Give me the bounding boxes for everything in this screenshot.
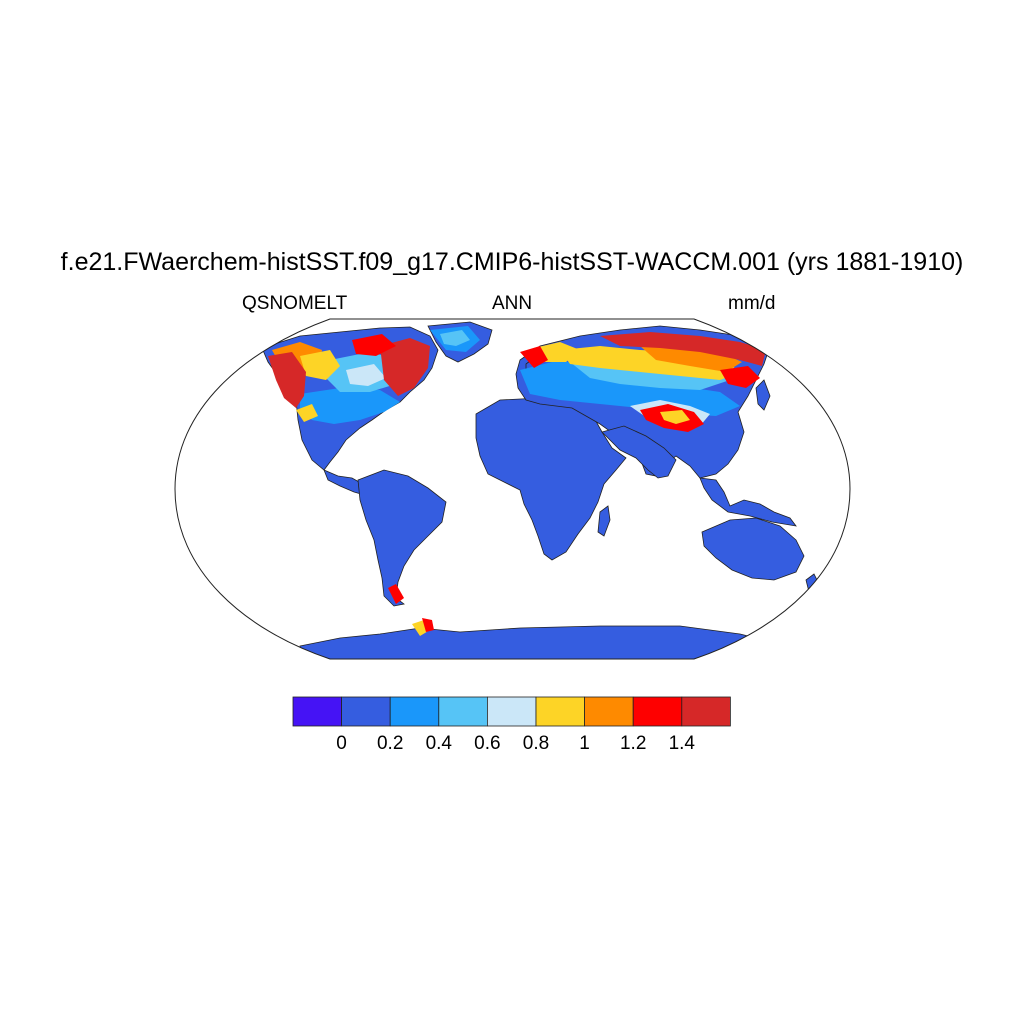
map-content xyxy=(175,319,850,659)
units-label: mm/d xyxy=(728,293,776,314)
variable-label: QSNOMELT xyxy=(242,293,348,314)
colorbar-tick-label: 0.8 xyxy=(522,733,550,754)
snowmelt-patches xyxy=(268,326,766,636)
colorbar-bin xyxy=(584,696,634,727)
colorbar-tick-label: 1.2 xyxy=(619,733,647,754)
plot-title: f.e21.FWaerchem-histSST.f09_g17.CMIP6-hi… xyxy=(60,248,964,276)
colorbar-tick-label: 1 xyxy=(579,733,590,754)
colorbar-tick-label: 0.6 xyxy=(474,733,501,754)
madagascar xyxy=(597,505,611,537)
japan xyxy=(755,379,771,411)
colorbar-bin xyxy=(486,696,537,727)
colorbar-bin xyxy=(535,696,585,727)
colorbar-tick-label: 0.4 xyxy=(425,733,453,754)
season-label: ANN xyxy=(491,293,533,314)
colorbar-bin xyxy=(389,696,440,727)
colorbar-bin xyxy=(632,696,683,727)
colorbar-tick-label: 0.2 xyxy=(376,733,404,754)
colorbar-bin xyxy=(341,696,391,727)
colorbar-bin xyxy=(292,696,342,727)
colorbar-tick-label: 0 xyxy=(336,733,347,754)
colorbar-bin xyxy=(438,696,488,727)
arabia-india xyxy=(601,425,677,479)
globe-outline xyxy=(174,318,851,660)
colorbar-tick-label: 1.4 xyxy=(668,733,696,754)
colorbar-bin xyxy=(681,696,731,727)
southeast-asia xyxy=(699,477,797,527)
australia xyxy=(701,517,805,581)
colorbar xyxy=(292,696,731,727)
antarctica xyxy=(299,625,802,659)
